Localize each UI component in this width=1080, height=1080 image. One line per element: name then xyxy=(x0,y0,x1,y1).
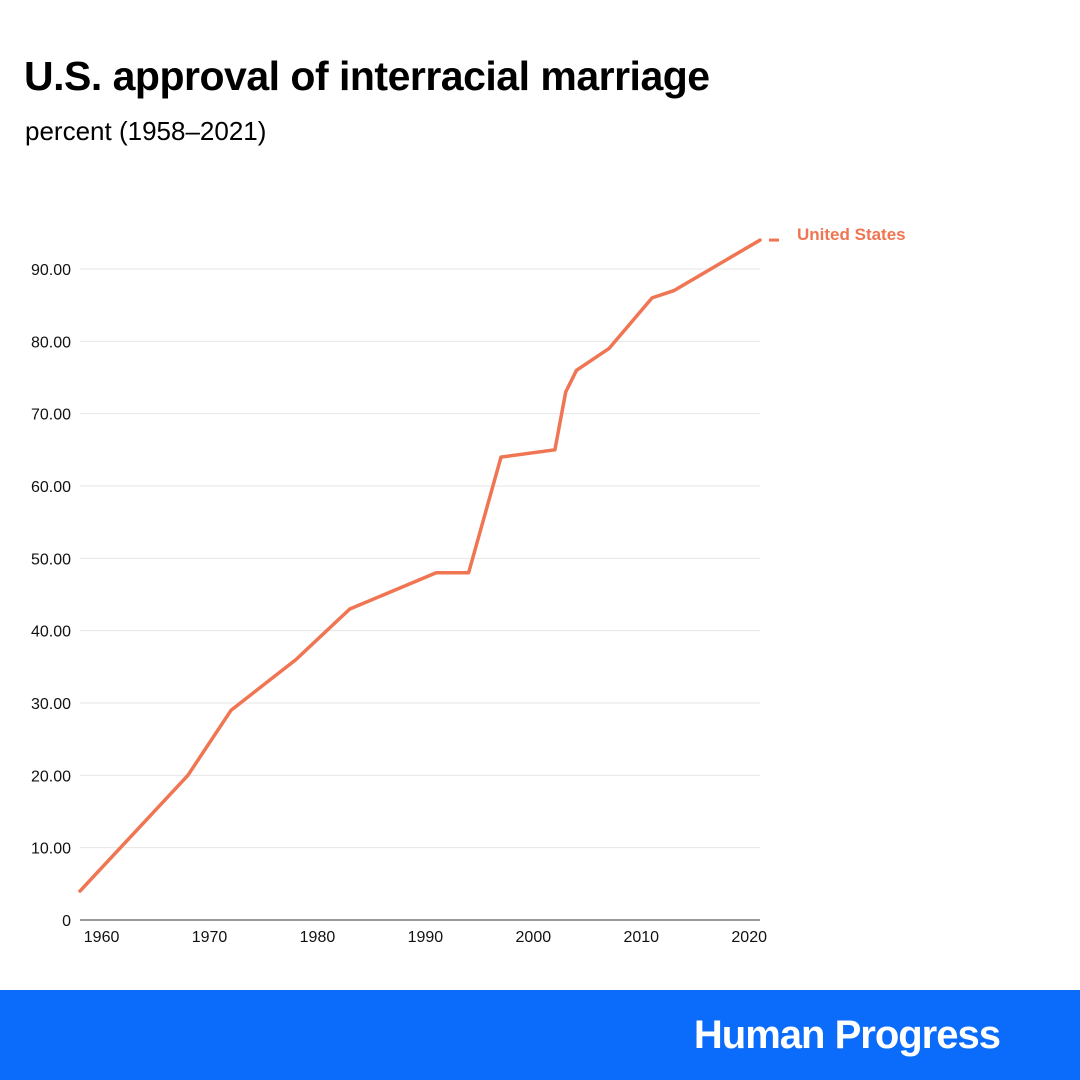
y-tick-label: 10.00 xyxy=(31,841,71,858)
data-point xyxy=(607,347,611,351)
chart-title: U.S. approval of interracial marriage xyxy=(24,53,710,99)
data-point xyxy=(499,455,503,459)
x-tick-label: 1980 xyxy=(300,929,336,946)
x-tick-label: 2010 xyxy=(623,929,659,946)
data-point xyxy=(650,296,654,300)
data-point xyxy=(348,607,352,611)
data-point xyxy=(564,390,568,394)
legend: United States xyxy=(769,225,906,244)
chart-subtitle: percent (1958–2021) xyxy=(25,116,267,146)
data-point xyxy=(186,773,190,777)
data-point xyxy=(229,708,233,712)
x-tick-label: 2020 xyxy=(731,929,767,946)
footer-banner: Human Progress xyxy=(0,990,1080,1080)
line-chart: 0 10.00 20.00 30.00 40.00 50.00 60.00 70.00 80.0… xyxy=(31,225,906,946)
double-arrow-up-right-icon xyxy=(1014,22,1062,70)
y-tick-label: 40.00 xyxy=(31,624,71,641)
x-axis-ticks: 1960 1970 1980 1990 2000 2010 2020 xyxy=(84,929,767,946)
y-axis-ticks: 0 10.00 20.00 30.00 40.00 50.00 60.00 70.00 80.0… xyxy=(31,262,71,930)
y-tick-label: 50.00 xyxy=(31,551,71,568)
series-line-united-states xyxy=(78,238,762,893)
data-point xyxy=(758,238,762,242)
x-tick-label: 1990 xyxy=(408,929,444,946)
data-point xyxy=(467,571,471,575)
data-point xyxy=(672,289,676,293)
legend-label: United States xyxy=(797,225,906,244)
data-point xyxy=(575,368,579,372)
x-tick-label: 1960 xyxy=(84,929,120,946)
data-point xyxy=(78,889,82,893)
x-tick-label: 2000 xyxy=(516,929,552,946)
y-tick-label: 60.00 xyxy=(31,479,71,496)
grid-lines xyxy=(80,268,760,849)
data-point xyxy=(434,571,438,575)
data-point xyxy=(294,658,298,662)
data-point xyxy=(553,448,557,452)
y-tick-label: 30.00 xyxy=(31,696,71,713)
brand-logo-text: Human Progress xyxy=(693,1013,1001,1057)
y-tick-label: 70.00 xyxy=(31,407,71,424)
y-tick-label: 20.00 xyxy=(31,768,71,785)
y-tick-label: 80.00 xyxy=(31,334,71,351)
y-tick-label: 90.00 xyxy=(31,262,71,279)
y-tick-label: 0 xyxy=(62,913,71,930)
series-lines xyxy=(78,238,762,893)
x-tick-label: 1970 xyxy=(192,929,228,946)
